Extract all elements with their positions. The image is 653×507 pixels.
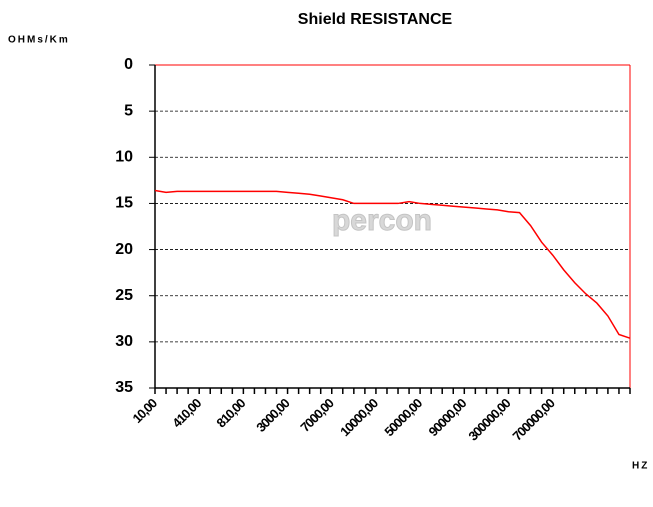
x-tick-label: 300000,00 (465, 395, 513, 443)
x-tick-label: 50000,00 (381, 395, 425, 439)
x-tick-label: 3000,00 (253, 395, 292, 434)
y-tick-label: 15 (115, 195, 133, 212)
y-tick-label: 30 (115, 333, 133, 350)
x-tick-label: 7000,00 (297, 395, 336, 434)
y-tick-label: 25 (115, 287, 133, 304)
y-axis-label: OHMs/Km (8, 35, 70, 46)
x-tick-label: 10000,00 (337, 395, 381, 439)
y-tick-label: 35 (115, 379, 133, 396)
chart-title: Shield RESISTANCE (298, 11, 453, 28)
x-tick-label: 90000,00 (426, 395, 470, 439)
y-tick-label: 10 (115, 149, 133, 166)
x-tick-label: 810,00 (213, 395, 248, 430)
x-tick-label: 10,00 (129, 395, 160, 426)
y-tick-label: 20 (115, 241, 133, 258)
x-tick-label: 410,00 (169, 395, 204, 430)
x-tick-label: 700000,00 (510, 395, 558, 443)
watermark: percon (332, 204, 432, 237)
y-tick-label: 5 (124, 102, 133, 119)
x-axis-label: HZ (632, 461, 649, 472)
data-line (154, 189, 631, 339)
y-tick-label: 0 (124, 56, 133, 73)
